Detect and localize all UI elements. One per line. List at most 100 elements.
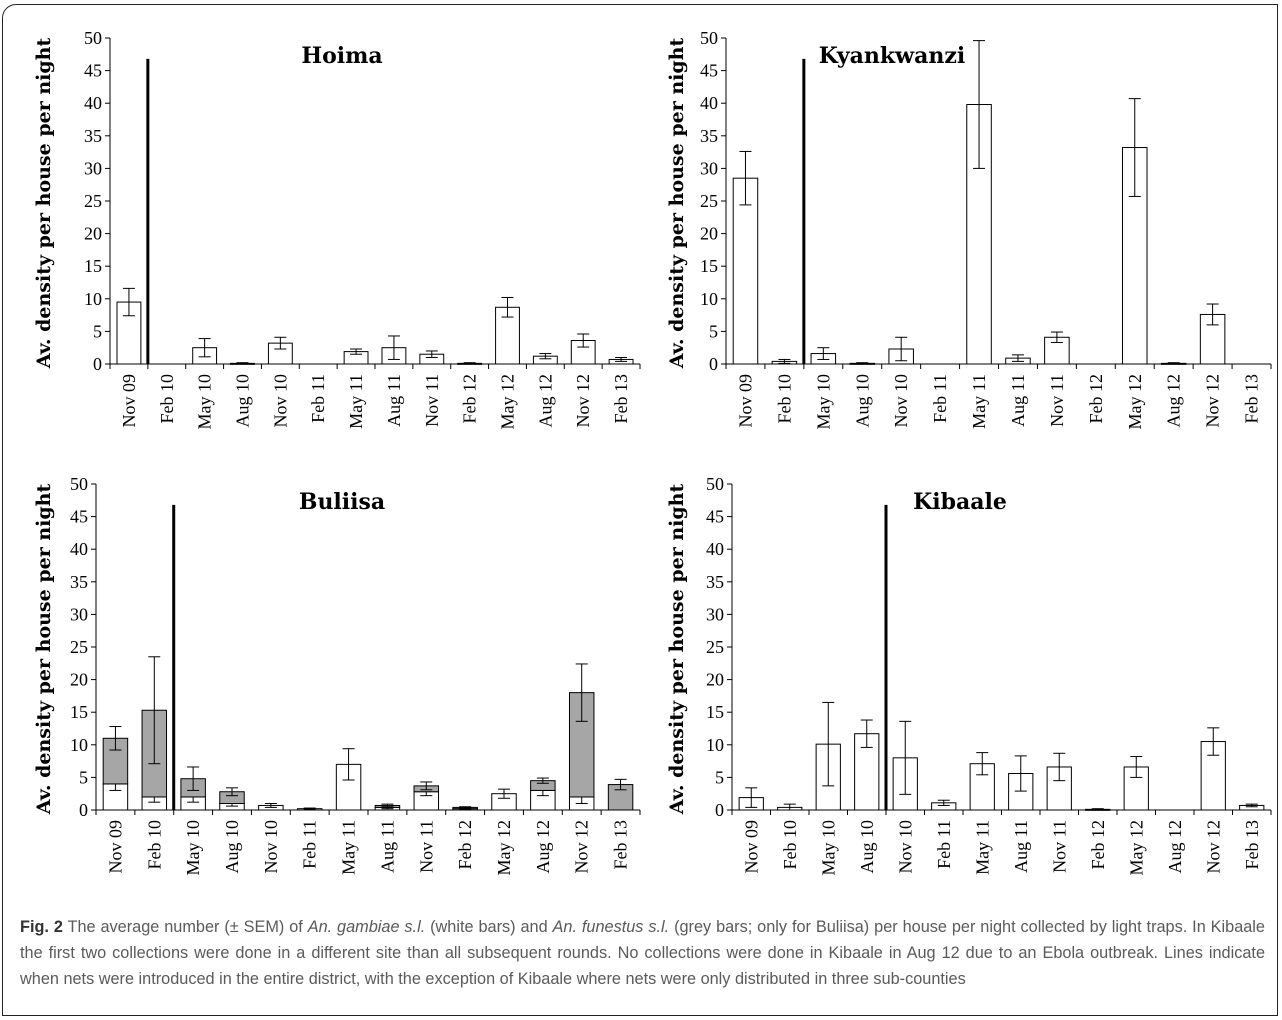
- x-tick-label: Nov 10: [891, 374, 911, 428]
- y-tick-label: 35: [700, 126, 718, 146]
- caption-label: Fig. 2: [20, 918, 63, 936]
- y-tick-label: 40: [706, 539, 724, 559]
- x-tick-label: Feb 13: [1242, 820, 1262, 870]
- y-axis-label: Av. density per house per night: [33, 484, 55, 816]
- y-tick-label: 40: [700, 93, 718, 113]
- y-tick-label: 20: [84, 224, 102, 244]
- y-tick-label: 15: [700, 256, 718, 276]
- y-tick-label: 10: [700, 289, 718, 309]
- y-tick-label: 15: [70, 702, 88, 722]
- y-tick-label: 30: [706, 604, 724, 624]
- x-tick-label: Aug 10: [233, 374, 253, 428]
- x-tick-label: Feb 11: [930, 374, 950, 423]
- x-tick-label: May 11: [969, 374, 989, 429]
- x-tick-label: Aug 12: [533, 820, 553, 874]
- y-tick-label: 45: [70, 507, 88, 527]
- x-tick-label: May 10: [818, 820, 838, 876]
- y-tick-label: 20: [70, 670, 88, 690]
- y-tick-label: 35: [70, 572, 88, 592]
- y-tick-label: 10: [84, 289, 102, 309]
- caption-text-3: (grey bars; only for Buliisa) per house …: [20, 918, 1265, 988]
- chart-panel-kyankwanzi: Kyankwanzi Av. density per house per nigh…: [666, 28, 1272, 430]
- x-tick-label: May 12: [494, 820, 514, 876]
- x-tick-label: Feb 13: [611, 820, 631, 870]
- x-tick-label: Nov 11: [1047, 374, 1067, 427]
- y-tick-label: 0: [709, 354, 718, 374]
- x-tick-label: Nov 12: [572, 820, 592, 874]
- x-tick-label: May 10: [195, 374, 215, 430]
- x-tick-label: Nov 09: [735, 374, 755, 428]
- chart-title: Hoima: [301, 43, 382, 69]
- x-tick-label: Aug 12: [1164, 374, 1184, 428]
- y-tick-label: 0: [79, 800, 88, 820]
- figure-caption: Fig. 2 The average number (± SEM) of An.…: [20, 914, 1265, 992]
- y-tick-label: 50: [70, 474, 88, 494]
- x-tick-label: Nov 11: [1049, 820, 1069, 873]
- y-tick-label: 30: [700, 158, 718, 178]
- y-tick-label: 45: [700, 61, 718, 81]
- x-tick-label: Feb 11: [300, 820, 320, 869]
- chart-panel-kibaale: Kibaale Av. density per house per night 0 5…: [666, 474, 1272, 876]
- y-tick-label: 15: [84, 256, 102, 276]
- x-tick-label: Aug 11: [384, 374, 404, 427]
- y-tick-label: 20: [706, 670, 724, 690]
- y-tick-label: 50: [700, 28, 718, 48]
- bar: [732, 177, 759, 365]
- x-tick-label: May 11: [972, 820, 992, 875]
- x-tick-label: Nov 11: [416, 820, 436, 873]
- y-tick-label: 35: [84, 126, 102, 146]
- x-tick-label: Aug 10: [222, 820, 242, 874]
- y-tick-label: 30: [84, 158, 102, 178]
- y-tick-label: 0: [715, 800, 724, 820]
- y-tick-label: 20: [700, 224, 718, 244]
- x-tick-label: May 11: [339, 820, 359, 875]
- x-tick-label: Feb 13: [611, 374, 631, 424]
- x-tick-label: Nov 10: [895, 820, 915, 874]
- y-tick-label: 25: [706, 637, 724, 657]
- x-tick-label: Aug 12: [535, 374, 555, 428]
- x-tick-label: Nov 10: [270, 374, 290, 428]
- x-tick-label: Feb 10: [774, 374, 794, 424]
- x-tick-label: Feb 12: [1086, 374, 1106, 424]
- y-tick-label: 0: [93, 354, 102, 374]
- x-tick-label: Feb 12: [1088, 820, 1108, 870]
- x-tick-label: Nov 09: [119, 374, 139, 428]
- y-axis-label: Av. density per house per night: [33, 38, 55, 370]
- caption-species-1: An. gambiae s.l.: [307, 918, 426, 936]
- caption-species-2: An. funestus s.l.: [552, 918, 670, 936]
- chart-panel-hoima: Hoima Av. density per house per night 0 5 10…: [33, 28, 641, 430]
- x-tick-label: May 11: [346, 374, 366, 429]
- y-tick-label: 45: [84, 61, 102, 81]
- y-tick-label: 10: [70, 735, 88, 755]
- x-tick-label: May 12: [1125, 374, 1145, 430]
- x-tick-label: Feb 10: [157, 374, 177, 424]
- x-tick-label: Feb 12: [460, 374, 480, 424]
- caption-text-1: The average number (± SEM) of: [62, 918, 308, 936]
- x-tick-label: Nov 10: [261, 820, 281, 874]
- y-tick-label: 50: [706, 474, 724, 494]
- y-axis-label: Av. density per house per night: [666, 38, 688, 370]
- y-tick-label: 25: [84, 191, 102, 211]
- x-tick-label: Aug 10: [857, 820, 877, 874]
- x-tick-label: May 10: [183, 820, 203, 876]
- x-tick-label: Feb 11: [308, 374, 328, 423]
- y-tick-label: 5: [709, 321, 718, 341]
- x-tick-label: Feb 10: [144, 820, 164, 870]
- y-tick-label: 15: [706, 702, 724, 722]
- y-tick-label: 40: [84, 93, 102, 113]
- figure-charts: Hoima Av. density per house per night 0 5 10…: [33, 28, 1272, 876]
- x-tick-label: Aug 10: [852, 374, 872, 428]
- y-tick-label: 25: [700, 191, 718, 211]
- caption-text-2: (white bars) and: [425, 918, 553, 936]
- x-tick-label: May 12: [1126, 820, 1146, 876]
- y-tick-label: 45: [706, 507, 724, 527]
- y-tick-label: 10: [706, 735, 724, 755]
- y-tick-label: 5: [79, 767, 88, 787]
- x-tick-label: Feb 11: [934, 820, 954, 869]
- x-tick-label: Nov 09: [741, 820, 761, 874]
- y-tick-label: 35: [706, 572, 724, 592]
- x-tick-label: Aug 11: [1011, 820, 1031, 873]
- y-tick-label: 5: [93, 321, 102, 341]
- y-tick-label: 40: [70, 539, 88, 559]
- x-tick-label: Aug 12: [1165, 820, 1185, 874]
